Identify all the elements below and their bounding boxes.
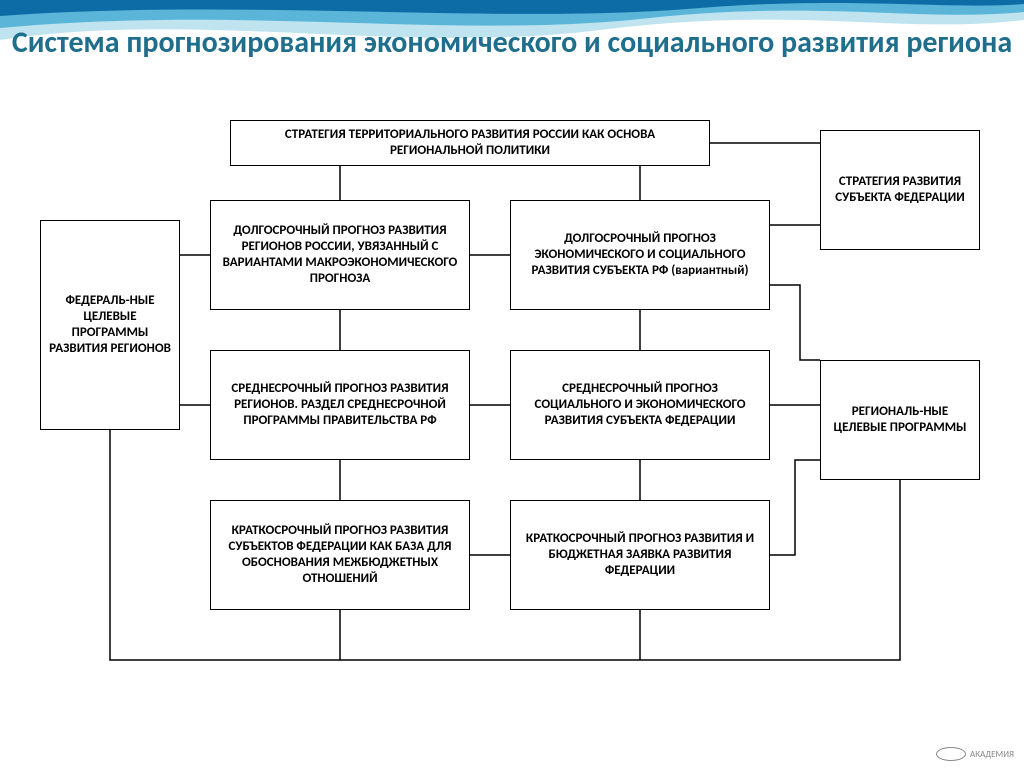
box-strategy-subject: СТРАТЕГИЯ РАЗВИТИЯ СУБЪЕКТА ФЕДЕРАЦИИ (820, 130, 980, 250)
slide-title: Система прогнозирования экономического и… (0, 25, 1024, 61)
box-midterm-russia: СРЕДНЕСРОЧНЫЙ ПРОГНОЗ РАЗВИТИЯ РЕГИОНОВ.… (210, 350, 470, 460)
box-longterm-russia: ДОЛГОСРОЧНЫЙ ПРОГНОЗ РАЗВИТИЯ РЕГИОНОВ Р… (210, 200, 470, 310)
box-strategy-russia: СТРАТЕГИЯ ТЕРРИТОРИАЛЬНОГО РАЗВИТИЯ РОСС… (230, 120, 710, 166)
box-regional-programs: РЕГИОНАЛЬ-НЫЕ ЦЕЛЕВЫЕ ПРОГРАММЫ (820, 360, 980, 480)
box-federal-programs: ФЕДЕРАЛЬ-НЫЕ ЦЕЛЕВЫЕ ПРОГРАММЫ РАЗВИТИЯ … (40, 220, 180, 430)
logo-text: АКАДЕМИЯ (970, 749, 1014, 760)
box-shortterm-subjects: КРАТКОСРОЧНЫЙ ПРОГНОЗ РАЗВИТИЯ СУБЪЕКТОВ… (210, 500, 470, 610)
corner-logo: АКАДЕМИЯ (936, 747, 1014, 761)
box-midterm-subject: СРЕДНЕСРОЧНЫЙ ПРОГНОЗ СОЦИАЛЬНОГО И ЭКОН… (510, 350, 770, 460)
box-shortterm-budget: КРАТКОСРОЧНЫЙ ПРОГНОЗ РАЗВИТИЯ И БЮДЖЕТН… (510, 500, 770, 610)
connector (770, 285, 820, 360)
logo-oval-icon (936, 747, 966, 761)
box-longterm-subject: ДОЛГОСРОЧНЫЙ ПРОГНОЗ ЭКОНОМИЧЕСКОГО И СО… (510, 200, 770, 310)
connector (770, 460, 820, 555)
